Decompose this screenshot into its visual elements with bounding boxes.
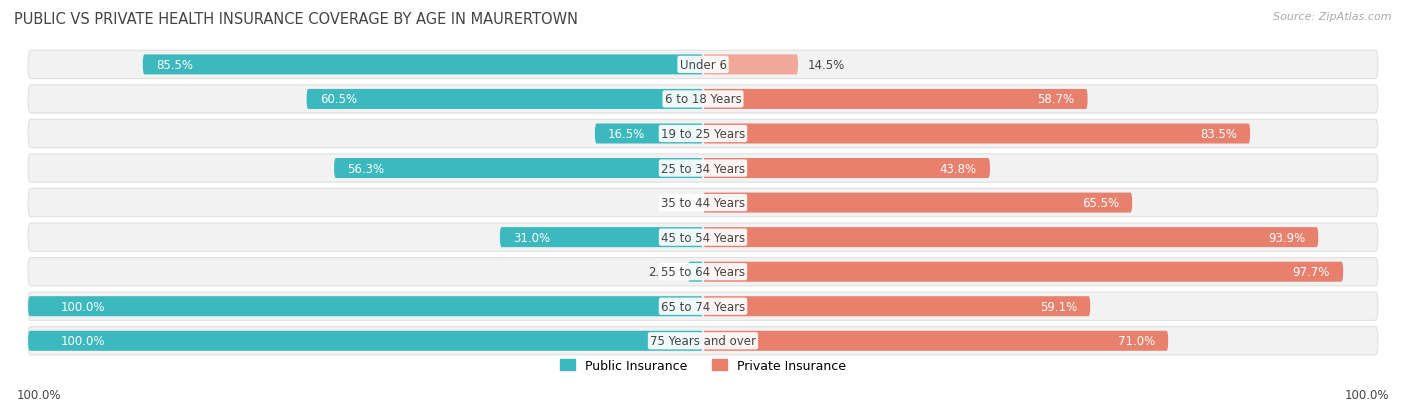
Text: 100.0%: 100.0% — [17, 388, 62, 401]
Text: 60.5%: 60.5% — [319, 93, 357, 106]
FancyBboxPatch shape — [703, 262, 1343, 282]
FancyBboxPatch shape — [28, 327, 1378, 355]
Text: 59.1%: 59.1% — [1040, 300, 1077, 313]
FancyBboxPatch shape — [703, 228, 1319, 247]
FancyBboxPatch shape — [28, 120, 1378, 148]
Text: 25 to 34 Years: 25 to 34 Years — [661, 162, 745, 175]
Text: 97.7%: 97.7% — [1292, 266, 1330, 278]
FancyBboxPatch shape — [688, 262, 703, 282]
FancyBboxPatch shape — [28, 85, 1378, 114]
Text: 100.0%: 100.0% — [60, 300, 105, 313]
FancyBboxPatch shape — [501, 228, 703, 247]
Legend: Public Insurance, Private Insurance: Public Insurance, Private Insurance — [555, 354, 851, 377]
FancyBboxPatch shape — [28, 258, 1378, 286]
Text: 100.0%: 100.0% — [1344, 388, 1389, 401]
FancyBboxPatch shape — [307, 90, 703, 110]
Text: 45 to 54 Years: 45 to 54 Years — [661, 231, 745, 244]
FancyBboxPatch shape — [28, 331, 703, 351]
FancyBboxPatch shape — [28, 189, 1378, 217]
Text: PUBLIC VS PRIVATE HEALTH INSURANCE COVERAGE BY AGE IN MAURERTOWN: PUBLIC VS PRIVATE HEALTH INSURANCE COVER… — [14, 12, 578, 27]
Text: 0.0%: 0.0% — [664, 197, 693, 209]
FancyBboxPatch shape — [143, 55, 703, 75]
FancyBboxPatch shape — [703, 90, 1088, 110]
FancyBboxPatch shape — [703, 55, 799, 75]
FancyBboxPatch shape — [703, 159, 990, 179]
FancyBboxPatch shape — [595, 124, 703, 144]
FancyBboxPatch shape — [28, 292, 1378, 320]
Text: 2.3%: 2.3% — [648, 266, 678, 278]
Text: 43.8%: 43.8% — [939, 162, 977, 175]
Text: 6 to 18 Years: 6 to 18 Years — [665, 93, 741, 106]
Text: Under 6: Under 6 — [679, 59, 727, 72]
FancyBboxPatch shape — [28, 154, 1378, 183]
Text: 65.5%: 65.5% — [1083, 197, 1119, 209]
FancyBboxPatch shape — [703, 331, 1168, 351]
Text: 16.5%: 16.5% — [607, 128, 645, 141]
Text: 14.5%: 14.5% — [808, 59, 845, 72]
FancyBboxPatch shape — [703, 193, 1132, 213]
Text: 55 to 64 Years: 55 to 64 Years — [661, 266, 745, 278]
FancyBboxPatch shape — [703, 297, 1090, 316]
Text: 83.5%: 83.5% — [1199, 128, 1237, 141]
Text: 71.0%: 71.0% — [1118, 335, 1156, 347]
Text: Source: ZipAtlas.com: Source: ZipAtlas.com — [1274, 12, 1392, 22]
FancyBboxPatch shape — [335, 159, 703, 179]
FancyBboxPatch shape — [703, 124, 1250, 144]
FancyBboxPatch shape — [28, 297, 703, 316]
Text: 56.3%: 56.3% — [347, 162, 384, 175]
Text: 58.7%: 58.7% — [1038, 93, 1074, 106]
FancyBboxPatch shape — [28, 223, 1378, 252]
Text: 31.0%: 31.0% — [513, 231, 550, 244]
Text: 65 to 74 Years: 65 to 74 Years — [661, 300, 745, 313]
FancyBboxPatch shape — [28, 51, 1378, 79]
Text: 93.9%: 93.9% — [1268, 231, 1305, 244]
Text: 85.5%: 85.5% — [156, 59, 193, 72]
Text: 35 to 44 Years: 35 to 44 Years — [661, 197, 745, 209]
Text: 75 Years and over: 75 Years and over — [650, 335, 756, 347]
Text: 19 to 25 Years: 19 to 25 Years — [661, 128, 745, 141]
Text: 100.0%: 100.0% — [60, 335, 105, 347]
